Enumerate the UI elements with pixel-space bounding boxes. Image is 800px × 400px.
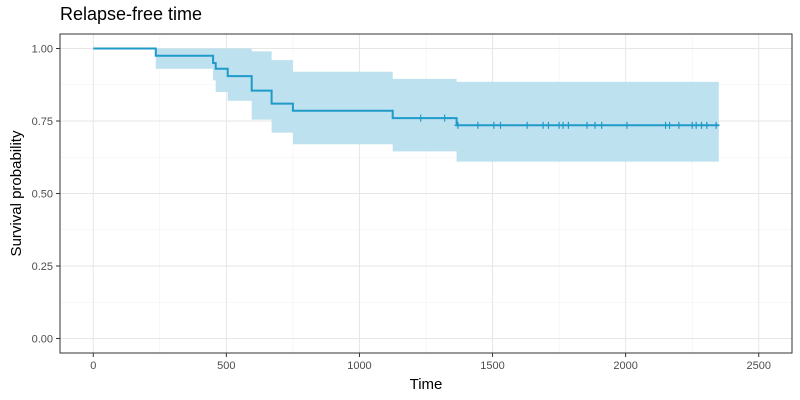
y-tick-label: 0.00 bbox=[32, 334, 53, 346]
x-tick-label: 2000 bbox=[613, 360, 637, 372]
survival-curve-layer bbox=[93, 47, 719, 127]
censor-mark bbox=[675, 121, 683, 129]
x-tick-label: 2500 bbox=[746, 360, 770, 372]
censor-mark bbox=[523, 121, 531, 129]
y-tick-label: 0.75 bbox=[32, 116, 53, 128]
censor-mark bbox=[544, 121, 552, 129]
censor-mark bbox=[703, 121, 711, 129]
censor-mark bbox=[417, 114, 425, 122]
x-axis-title: Time bbox=[410, 376, 443, 393]
y-tick-label: 1.00 bbox=[32, 44, 53, 56]
confidence-band bbox=[93, 48, 719, 162]
censor-mark bbox=[474, 121, 482, 129]
censor-mark bbox=[598, 121, 606, 129]
x-tick-label: 1000 bbox=[347, 360, 371, 372]
y-axis-ticks: 0.00 0.25 0.50 0.75 1.00 bbox=[32, 44, 60, 346]
x-tick-label: 0 bbox=[90, 360, 96, 372]
y-tick-label: 0.25 bbox=[32, 261, 53, 273]
x-tick-label: 1500 bbox=[480, 360, 504, 372]
censor-mark bbox=[591, 121, 599, 129]
chart-title: Relapse-free time bbox=[60, 4, 203, 24]
censor-mark bbox=[666, 121, 674, 129]
censor-mark bbox=[564, 121, 572, 129]
x-axis-ticks: 0 500 1000 1500 2000 2500 bbox=[90, 353, 771, 372]
x-tick-label: 500 bbox=[217, 360, 235, 372]
censor-mark bbox=[490, 121, 498, 129]
censor-mark bbox=[583, 121, 591, 129]
censor-mark bbox=[497, 121, 505, 129]
censor-mark bbox=[441, 114, 449, 122]
censor-mark bbox=[454, 121, 462, 129]
confidence-band-layer bbox=[93, 48, 719, 162]
censor-mark bbox=[712, 121, 720, 129]
censor-mark bbox=[623, 121, 631, 129]
y-tick-label: 0.50 bbox=[32, 189, 53, 201]
y-axis-title: Survival probability bbox=[8, 130, 25, 256]
survival-curve bbox=[93, 47, 719, 127]
censor-marks-layer bbox=[417, 114, 720, 129]
